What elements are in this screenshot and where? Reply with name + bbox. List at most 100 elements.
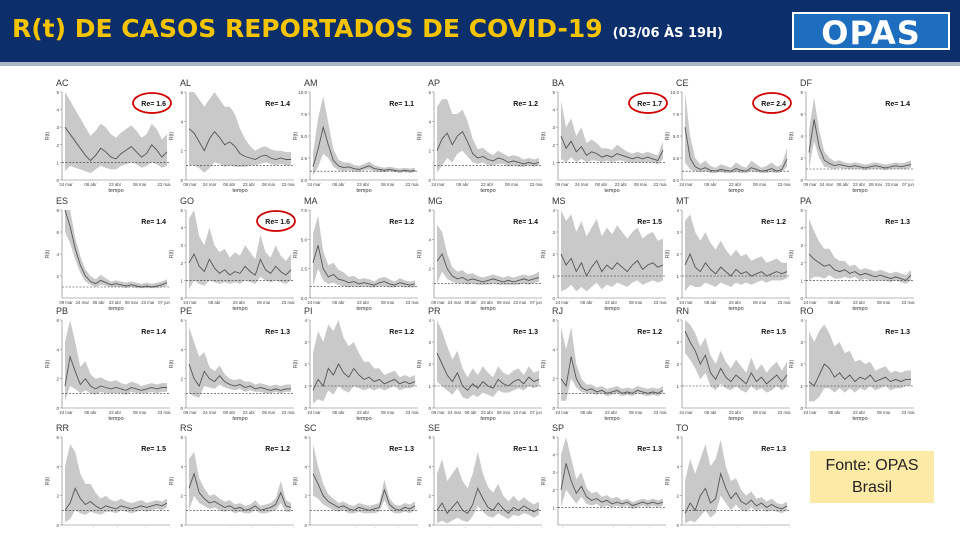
x-tick-label: 23 abr — [481, 410, 494, 415]
x-tick-label: 23 abr — [853, 300, 866, 305]
panel-state-label: SC — [304, 423, 317, 433]
x-tick-label: 08 mai — [381, 300, 394, 305]
y-tick-label: 0 — [800, 178, 803, 183]
x-axis-title: tempo — [480, 188, 495, 194]
panel-re-label: Re= 1.1 — [513, 446, 538, 453]
rt-series-line — [808, 363, 911, 387]
y-axis-title: R(t) — [417, 132, 423, 141]
panel-state-label: AM — [304, 78, 318, 88]
x-tick-label: 23 abr — [481, 527, 494, 528]
x-tick-label: 08 abr — [223, 410, 236, 415]
x-tick-label: 08 abr — [223, 182, 236, 187]
header-bar: R(t) DE CASOS REPORTADOS DE COVID-19 (03/… — [0, 0, 960, 66]
confidence-band — [313, 320, 415, 404]
y-axis-title: R(t) — [417, 360, 423, 369]
x-axis-title: tempo — [108, 306, 123, 312]
y-tick-label: 0 — [428, 178, 431, 183]
y-tick-label: 2 — [676, 362, 679, 367]
panel-go: GO 0 1 2 3 4 5 R(t) 24 mar 08 abr 23 abr 08 mai 23 m… — [169, 196, 296, 312]
y-axis-title: R(t) — [789, 132, 795, 141]
x-tick-label: 09 mar — [183, 182, 197, 187]
x-axis-title: tempo — [232, 416, 247, 422]
y-axis-title: R(t) — [293, 132, 299, 141]
y-tick-label: 2 — [552, 377, 555, 382]
x-tick-label: 23 mai — [902, 410, 915, 415]
y-tick-label: 3 — [428, 340, 431, 345]
x-tick-label: 23 mai — [513, 300, 526, 305]
y-axis-title: R(t) — [789, 360, 795, 369]
y-tick-label: 6 — [428, 208, 431, 213]
confidence-band — [313, 444, 415, 514]
x-tick-label: 23 mai — [406, 410, 419, 415]
y-tick-label: 1 — [800, 278, 803, 283]
panel-mg: MG 2 4 6 R(t) 09 mar 24 mar 08 abr 23 abr 08 mai 2… — [417, 196, 542, 312]
x-axis-title: tempo — [356, 306, 371, 312]
x-tick-label: 08 mai — [262, 182, 275, 187]
y-tick-label: 0.0 — [301, 178, 308, 183]
y-tick-label: 10.0 — [298, 90, 307, 95]
y-tick-label: 6 — [304, 435, 307, 440]
highlight-circle — [752, 92, 792, 114]
y-tick-label: 6 — [180, 318, 183, 323]
confidence-band — [809, 218, 911, 284]
x-tick-label: 24 mar — [820, 182, 834, 187]
y-tick-label: 0.0 — [673, 178, 680, 183]
x-tick-label: 23 abr — [357, 300, 370, 305]
y-tick-label: 4 — [428, 464, 431, 469]
confidence-band — [65, 92, 167, 173]
x-tick-label: 08 abr — [465, 410, 478, 415]
x-tick-label: 08 abr — [704, 527, 717, 528]
x-axis-title: tempo — [852, 306, 867, 312]
y-tick-label: 8 — [56, 208, 59, 213]
y-tick-label: 4 — [180, 464, 183, 469]
panel-re-label: Re= 1.4 — [265, 101, 290, 108]
y-tick-label: 2.5 — [301, 156, 308, 161]
x-tick-label: 08 mai — [753, 410, 766, 415]
x-tick-label: 23 mai — [654, 410, 667, 415]
panel-re-label: Re= 1.7 — [637, 101, 662, 108]
panel-re-label: Re= 1.2 — [389, 329, 414, 336]
rt-series-line — [312, 245, 416, 286]
x-tick-label: 09 mar — [555, 182, 569, 187]
x-tick-label: 09 mar — [183, 527, 197, 528]
y-tick-label: 8 — [800, 90, 803, 95]
panel-state-label: GO — [180, 196, 194, 206]
y-tick-label: 1 — [676, 274, 679, 279]
panel-re-label: Re= 1.4 — [885, 101, 910, 108]
x-tick-label: 08 mai — [877, 410, 890, 415]
y-tick-label: 2 — [800, 156, 803, 161]
x-tick-label: 09 mar — [307, 527, 321, 528]
x-axis-title: tempo — [604, 188, 619, 194]
y-tick-label: 0 — [428, 406, 431, 411]
panel-state-label: PA — [800, 196, 811, 206]
panel-df: DF 0 2 4 6 8 R(t) 09 mar 24 mar 08 abr 23 abr 08 ma… — [789, 78, 914, 194]
y-tick-label: 4 — [800, 134, 803, 139]
rt-series-line — [560, 253, 664, 278]
x-tick-label: 23 mai — [530, 182, 543, 187]
x-tick-label: 23 abr — [109, 527, 122, 528]
y-tick-label: 1 — [676, 384, 679, 389]
y-tick-label: 2 — [428, 362, 431, 367]
panel-ac: AC 0 1 2 3 4 5 R(t) 24 mar 08 abr 23 abr 08 mai 23 m… — [45, 78, 172, 194]
panel-pe: PE 0 2 4 6 R(t) 09 mar 24 mar 08 abr 23 abr 08 mai… — [169, 306, 294, 422]
x-tick-label: 23 abr — [243, 527, 256, 528]
x-tick-label: 08 abr — [332, 300, 345, 305]
x-tick-label: 24 mar — [307, 182, 321, 187]
panel-state-label: PI — [304, 306, 313, 316]
y-tick-label: 0 — [552, 406, 555, 411]
y-tick-label: 6 — [56, 230, 59, 235]
rt-series-line — [64, 354, 167, 391]
x-tick-label: 07 jun — [530, 300, 542, 305]
rt-series-line — [64, 209, 168, 288]
y-tick-label: 2 — [56, 377, 59, 382]
confidence-band — [189, 327, 291, 398]
y-tick-label: 6 — [180, 90, 183, 95]
y-tick-label: 6 — [552, 318, 555, 323]
panel-re-label: Re= 1.2 — [265, 446, 290, 453]
x-tick-label: 24 mar — [448, 300, 462, 305]
x-tick-label: 08 mai — [125, 300, 138, 305]
y-tick-label: 4 — [180, 347, 183, 352]
x-tick-label: 08 mai — [629, 410, 642, 415]
y-axis-title: R(t) — [169, 477, 175, 486]
x-tick-label: 23 abr — [853, 182, 866, 187]
